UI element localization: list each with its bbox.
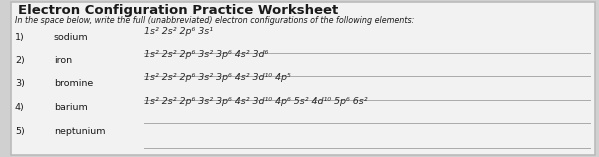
Text: In the space below, write the full (unabbreviated) electron configurations of th: In the space below, write the full (unab… [15,16,415,25]
FancyBboxPatch shape [11,2,595,155]
Text: 4): 4) [15,103,25,112]
Text: 1s² 2s² 2p⁶ 3s² 3p⁶ 4s² 3d¹⁰ 4p⁶ 5s² 4d¹⁰ 5p⁶ 6s²: 1s² 2s² 2p⁶ 3s² 3p⁶ 4s² 3d¹⁰ 4p⁶ 5s² 4d¹… [144,97,367,106]
Text: 1s² 2s² 2p⁶ 3s¹: 1s² 2s² 2p⁶ 3s¹ [144,27,213,36]
Text: barium: barium [54,103,87,112]
Text: 1): 1) [15,33,25,42]
Text: bromine: bromine [54,79,93,89]
Text: Electron Configuration Practice Worksheet: Electron Configuration Practice Workshee… [18,4,338,17]
Text: neptunium: neptunium [54,127,105,136]
Text: iron: iron [54,56,72,65]
Text: sodium: sodium [54,33,89,42]
Text: 2): 2) [15,56,25,65]
Text: 1s² 2s² 2p⁶ 3s² 3p⁶ 4s² 3d¹⁰ 4p⁵: 1s² 2s² 2p⁶ 3s² 3p⁶ 4s² 3d¹⁰ 4p⁵ [144,73,291,82]
Text: 3): 3) [15,79,25,89]
Text: 5): 5) [15,127,25,136]
Text: 1s² 2s² 2p⁶ 3s² 3p⁶ 4s² 3d⁶: 1s² 2s² 2p⁶ 3s² 3p⁶ 4s² 3d⁶ [144,50,268,59]
